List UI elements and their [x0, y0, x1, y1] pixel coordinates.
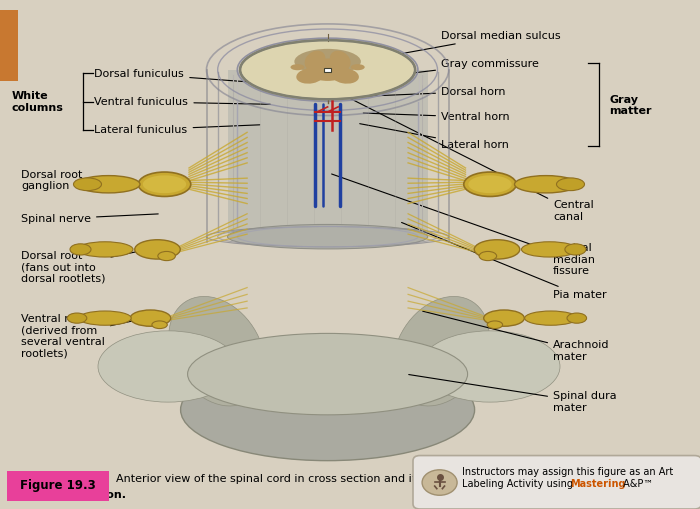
Text: Central
canal: Central canal	[337, 92, 594, 222]
FancyBboxPatch shape	[413, 456, 700, 509]
Ellipse shape	[556, 178, 584, 191]
FancyBboxPatch shape	[324, 68, 331, 72]
Ellipse shape	[525, 311, 577, 325]
Ellipse shape	[228, 224, 428, 249]
Text: Anterior view of the spinal cord in cross section and its meninges,: Anterior view of the spinal cord in cros…	[116, 474, 483, 485]
Ellipse shape	[158, 251, 175, 261]
Text: Dorsal root
ganglion: Dorsal root ganglion	[21, 170, 165, 191]
Text: Dorsal root
(fans out into
dorsal rootlets): Dorsal root (fans out into dorsal rootle…	[21, 245, 169, 284]
Text: A&P™: A&P™	[620, 478, 652, 489]
Ellipse shape	[98, 331, 238, 402]
Ellipse shape	[77, 242, 133, 257]
Ellipse shape	[181, 359, 475, 461]
Ellipse shape	[290, 64, 304, 70]
Ellipse shape	[295, 49, 361, 74]
Ellipse shape	[296, 68, 324, 83]
Text: Arachnoid
mater: Arachnoid mater	[423, 311, 610, 362]
Ellipse shape	[169, 296, 265, 406]
Text: Ventral
median
fissure: Ventral median fissure	[332, 174, 595, 276]
Text: Figure 19.3: Figure 19.3	[20, 479, 95, 492]
Ellipse shape	[139, 172, 190, 196]
Text: Ventral funiculus: Ventral funiculus	[94, 97, 270, 107]
Ellipse shape	[134, 240, 181, 259]
Ellipse shape	[487, 321, 503, 329]
Ellipse shape	[241, 41, 414, 98]
Text: Spinal nerve: Spinal nerve	[21, 214, 158, 224]
Ellipse shape	[143, 175, 186, 193]
Ellipse shape	[330, 51, 351, 70]
Text: Ventral root
(derived from
several ventral
rootlets): Ventral root (derived from several ventr…	[21, 314, 155, 358]
Ellipse shape	[475, 240, 519, 259]
Ellipse shape	[522, 242, 578, 257]
Ellipse shape	[188, 333, 468, 415]
Ellipse shape	[479, 251, 497, 261]
Ellipse shape	[565, 244, 586, 255]
Text: Lateral funiculus: Lateral funiculus	[94, 125, 260, 135]
Ellipse shape	[331, 68, 359, 83]
Text: Labeling Activity using: Labeling Activity using	[462, 478, 576, 489]
Ellipse shape	[351, 64, 365, 70]
FancyBboxPatch shape	[0, 10, 18, 81]
Ellipse shape	[77, 176, 140, 193]
Ellipse shape	[567, 313, 587, 323]
Ellipse shape	[304, 51, 326, 70]
Text: Dorsal funiculus: Dorsal funiculus	[94, 69, 274, 84]
Circle shape	[422, 470, 457, 495]
Text: Dorsal horn: Dorsal horn	[356, 87, 505, 97]
Ellipse shape	[130, 310, 171, 326]
Text: Mastering: Mastering	[570, 478, 626, 489]
Polygon shape	[228, 70, 428, 237]
Ellipse shape	[78, 311, 132, 325]
Ellipse shape	[393, 296, 489, 406]
Ellipse shape	[468, 175, 512, 193]
FancyBboxPatch shape	[7, 471, 108, 501]
Text: thoracic region.: thoracic region.	[27, 490, 125, 500]
Text: Spinal dura
mater: Spinal dura mater	[409, 375, 617, 413]
Ellipse shape	[484, 310, 524, 326]
Ellipse shape	[152, 321, 167, 329]
Ellipse shape	[307, 59, 349, 81]
Ellipse shape	[240, 40, 415, 99]
Ellipse shape	[514, 176, 578, 193]
Ellipse shape	[67, 313, 87, 323]
Text: 9: 9	[8, 13, 17, 26]
Text: Pia mater: Pia mater	[402, 222, 607, 300]
Text: White
columns: White columns	[12, 91, 64, 112]
Text: Dorsal median sulcus: Dorsal median sulcus	[349, 31, 561, 63]
Ellipse shape	[74, 178, 102, 191]
Text: Gray
matter: Gray matter	[609, 95, 652, 116]
Ellipse shape	[70, 244, 91, 255]
Text: Instructors may assign this figure as an Art: Instructors may assign this figure as an…	[462, 467, 673, 477]
Ellipse shape	[463, 172, 517, 196]
Text: Lateral horn: Lateral horn	[360, 124, 509, 150]
Ellipse shape	[420, 331, 560, 402]
Text: Ventral horn: Ventral horn	[363, 112, 510, 122]
Text: Gray commissure: Gray commissure	[346, 59, 539, 81]
